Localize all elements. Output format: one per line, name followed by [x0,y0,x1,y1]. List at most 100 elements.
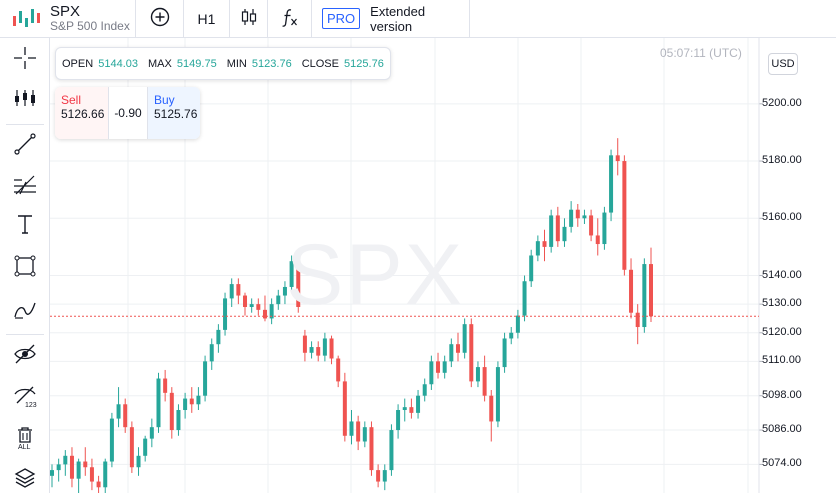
candle [489,389,494,442]
candle-body [109,418,114,462]
candle-body [96,481,101,488]
candle-body [402,407,407,411]
ruler-badge: 123 [25,402,37,409]
indicators-icon [13,86,37,115]
price-tick-label: 5086.00 [762,423,802,436]
candle [376,464,381,488]
buy-price: 5125.76 [154,107,198,121]
ruler-icon: 123 [12,383,38,414]
candle [475,361,480,388]
layers-tool[interactable] [0,460,50,500]
candle [123,398,128,433]
close-value: 5125.76 [344,57,384,70]
candle-body [136,455,141,468]
candle-body [169,392,174,431]
candle [249,298,254,313]
candle-body [582,215,587,219]
candle-body [649,264,653,317]
candle [555,206,560,247]
candle [522,275,527,322]
candle-body [629,269,634,313]
candle [156,372,161,433]
crosshair-icon [13,46,37,75]
price-tick-label: 5160.00 [762,211,802,224]
candle [189,387,194,413]
candle [223,292,228,336]
extended-version-label: Extended version [370,3,426,34]
open-label: OPEN [62,57,94,70]
candle-body [449,344,454,362]
candle-body [50,470,54,476]
candle-body [269,304,274,319]
candle [442,355,447,379]
brush-tool[interactable] [0,291,50,331]
candle [342,372,347,442]
candle [256,298,261,316]
candle-body [276,295,281,305]
indicators-button[interactable] [268,0,312,37]
buy-button[interactable]: Buy 5125.76 [148,87,200,139]
candle-body [149,427,154,439]
rectangle-tool[interactable] [0,248,50,288]
candle-body [442,361,447,373]
candle [143,435,148,462]
candle [609,149,614,222]
candle-body [642,264,647,328]
candle-body [176,410,181,431]
currency-button[interactable]: USD [768,53,798,75]
candle-body [209,344,214,362]
candle [282,281,287,305]
candle [203,355,208,402]
logo-bars-icon [12,7,42,31]
fib-tool[interactable] [0,166,50,206]
candle [322,332,327,362]
candle [136,447,141,476]
candle-body [216,329,221,345]
timeframe-button[interactable]: H1 [184,0,230,37]
chart-type-button[interactable] [230,0,268,37]
price-chart[interactable] [50,38,836,493]
chart-pane[interactable] [50,38,836,493]
indicators-tool[interactable] [0,80,50,120]
candle-body [63,455,68,465]
candle-body [322,338,327,356]
trendline-tool[interactable] [0,126,50,166]
candle [495,361,500,428]
candle-body [183,398,188,411]
plus-circle-icon [150,7,170,30]
candle-body [615,155,620,162]
pro-badge: PRO [322,8,361,29]
price-tick-label: 5074.00 [762,457,802,470]
candle [349,410,354,445]
symbol-ticker: SPX [50,3,81,20]
trash-badge: ALL [18,444,31,451]
crosshair-tool[interactable] [0,40,50,80]
candle-body [389,430,394,471]
candle [103,458,108,493]
candle-body [316,347,321,356]
candle [236,278,241,305]
candle [369,421,374,476]
extended-version-button[interactable]: PRO Extended version [312,0,470,37]
text-icon [13,212,37,241]
price-tick-label: 5120.00 [762,325,802,338]
text-tool[interactable] [0,206,50,246]
candle [582,209,587,225]
candle-body [542,241,547,247]
candle-body [396,410,401,431]
candle-body [509,332,514,339]
measure-tool[interactable]: 123 [0,378,50,418]
add-symbol-button[interactable] [136,0,184,37]
trash-all-icon: ALL [13,425,37,456]
remove-all-tool[interactable]: ALL [0,420,50,460]
candle [396,404,401,439]
hide-drawings-tool[interactable] [0,336,50,376]
candle [50,464,54,488]
symbol-selector[interactable]: SPX S&P 500 Index [0,0,136,37]
candle [409,398,414,419]
candle [56,458,61,482]
max-value: 5149.75 [176,57,217,70]
candle-body [549,215,554,247]
sell-button[interactable]: Sell 5126.66 [55,87,108,139]
candle-body [555,215,560,242]
